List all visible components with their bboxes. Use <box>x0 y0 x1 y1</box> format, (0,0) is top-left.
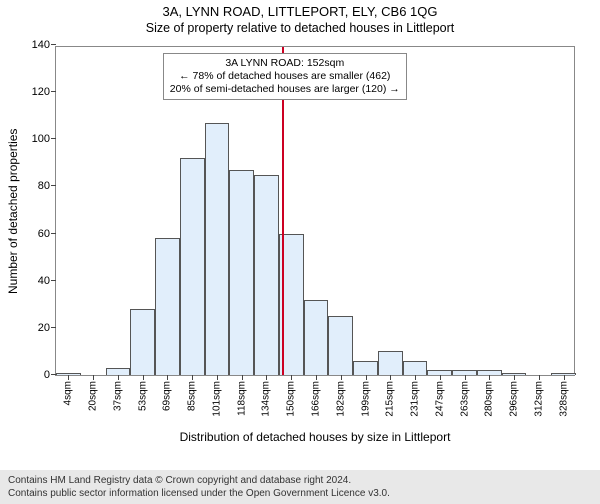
x-tick-mark <box>390 375 391 380</box>
y-tick-label: 40 <box>38 275 50 287</box>
x-tick-mark <box>242 375 243 380</box>
y-tick-mark <box>51 91 56 92</box>
x-tick-label: 296sqm <box>509 381 520 417</box>
x-tick-mark <box>266 375 267 380</box>
histogram-bar <box>155 238 180 375</box>
x-tick-mark <box>68 375 69 380</box>
x-tick-mark <box>143 375 144 380</box>
x-tick-label: 312sqm <box>533 381 544 417</box>
x-tick-label: 231sqm <box>410 381 421 417</box>
x-tick-label: 53sqm <box>137 381 148 411</box>
y-tick-mark <box>51 327 56 328</box>
x-tick-mark <box>192 375 193 380</box>
y-tick-label: 120 <box>32 86 50 98</box>
x-tick-mark <box>465 375 466 380</box>
x-tick-label: 85sqm <box>187 381 198 411</box>
x-tick-mark <box>564 375 565 380</box>
x-tick-mark <box>118 375 119 380</box>
plot-area: 0204060801001201404sqm20sqm37sqm53sqm69s… <box>55 46 575 376</box>
y-tick-mark <box>51 185 56 186</box>
x-tick-mark <box>415 375 416 380</box>
x-tick-label: 69sqm <box>162 381 173 411</box>
chart-container: 0204060801001201404sqm20sqm37sqm53sqm69s… <box>55 46 575 416</box>
y-tick-mark <box>51 280 56 281</box>
x-tick-label: 118sqm <box>236 381 247 416</box>
histogram-bar <box>304 300 329 375</box>
histogram-bar <box>353 361 378 375</box>
x-tick-label: 166sqm <box>311 381 322 417</box>
page-title-address: 3A, LYNN ROAD, LITTLEPORT, ELY, CB6 1QG <box>0 4 600 19</box>
x-tick-label: 4sqm <box>63 381 74 405</box>
x-axis-label: Distribution of detached houses by size … <box>55 430 575 444</box>
x-tick-mark <box>366 375 367 380</box>
x-tick-mark <box>316 375 317 380</box>
histogram-bar <box>130 309 155 375</box>
x-tick-mark <box>489 375 490 380</box>
x-tick-label: 182sqm <box>335 381 346 417</box>
x-tick-label: 280sqm <box>484 381 495 417</box>
y-tick-mark <box>51 44 56 45</box>
x-tick-label: 37sqm <box>112 381 123 411</box>
x-tick-mark <box>93 375 94 380</box>
x-tick-label: 263sqm <box>459 381 470 417</box>
annotation-line: 20% of semi-detached houses are larger (… <box>170 83 400 96</box>
x-tick-label: 20sqm <box>88 381 99 411</box>
x-tick-mark <box>539 375 540 380</box>
x-tick-label: 134sqm <box>261 381 272 417</box>
y-tick-label: 20 <box>38 322 50 334</box>
x-tick-label: 328sqm <box>558 381 569 417</box>
footer-line-2: Contains public sector information licen… <box>8 487 592 500</box>
y-tick-label: 80 <box>38 180 50 192</box>
y-tick-label: 0 <box>44 369 50 381</box>
x-tick-label: 247sqm <box>434 381 445 417</box>
histogram-bar <box>378 351 403 375</box>
x-tick-mark <box>440 375 441 380</box>
footer-line-1: Contains HM Land Registry data © Crown c… <box>8 474 592 487</box>
attribution-footer: Contains HM Land Registry data © Crown c… <box>0 470 600 504</box>
y-tick-mark <box>51 233 56 234</box>
annotation-box: 3A LYNN ROAD: 152sqm← 78% of detached ho… <box>163 53 407 100</box>
histogram-bar <box>254 175 279 375</box>
histogram-bar <box>106 368 131 375</box>
y-tick-label: 100 <box>32 133 50 145</box>
x-tick-label: 199sqm <box>360 381 371 417</box>
x-tick-label: 150sqm <box>286 381 297 417</box>
histogram-bar <box>229 170 254 375</box>
histogram-bar <box>403 361 428 375</box>
y-axis-label: Number of detached properties <box>6 129 20 294</box>
x-tick-mark <box>341 375 342 380</box>
x-tick-mark <box>514 375 515 380</box>
x-tick-label: 101sqm <box>211 381 222 417</box>
y-tick-mark <box>51 138 56 139</box>
annotation-line: ← 78% of detached houses are smaller (46… <box>170 70 400 83</box>
x-tick-mark <box>291 375 292 380</box>
y-tick-label: 60 <box>38 228 50 240</box>
histogram-bar <box>205 123 230 375</box>
histogram-bar <box>180 158 205 375</box>
y-tick-label: 140 <box>32 39 50 51</box>
x-tick-mark <box>167 375 168 380</box>
histogram-bar <box>328 316 353 375</box>
x-tick-label: 215sqm <box>385 381 396 417</box>
annotation-line: 3A LYNN ROAD: 152sqm <box>170 57 400 70</box>
x-tick-mark <box>217 375 218 380</box>
page-subtitle: Size of property relative to detached ho… <box>0 21 600 35</box>
